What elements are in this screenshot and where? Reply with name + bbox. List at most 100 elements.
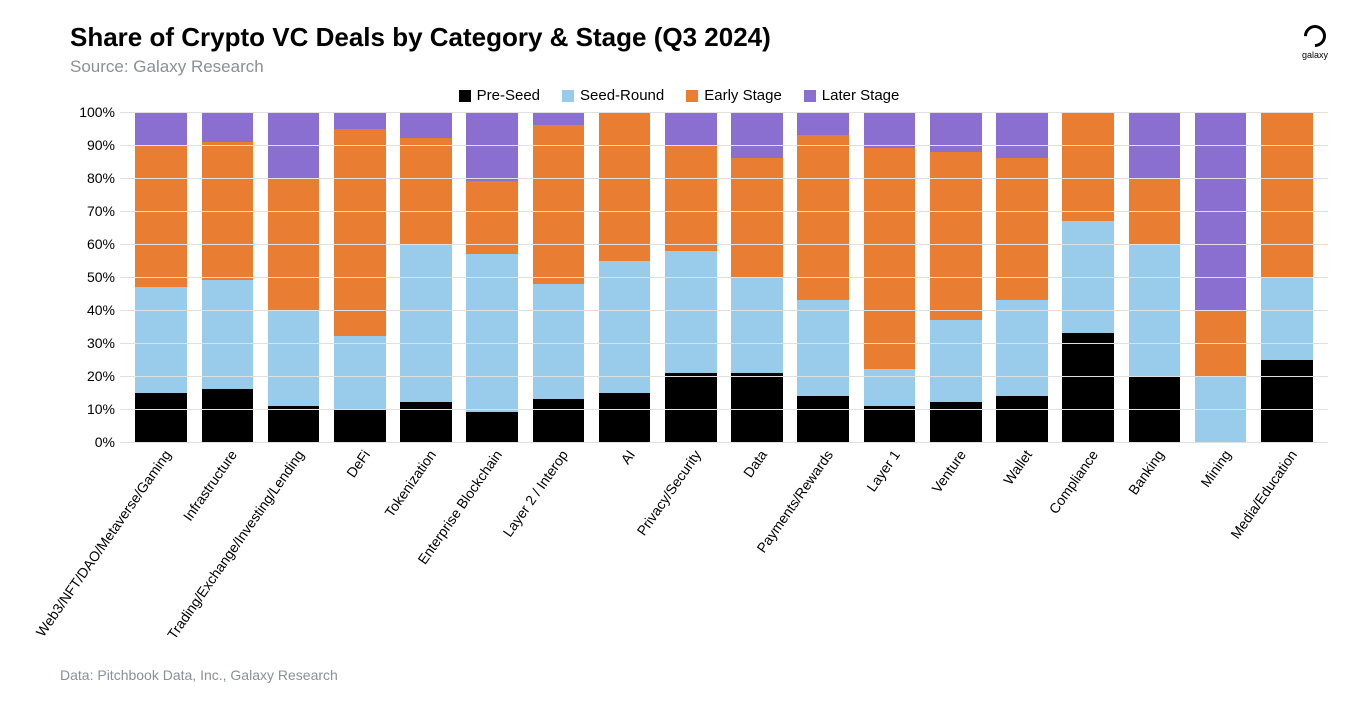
chart-subtitle: Source: Galaxy Research: [70, 57, 1358, 77]
gridline: [120, 178, 1328, 179]
bar-segment: [731, 112, 783, 158]
bar-segment: [268, 310, 320, 406]
bar-segment: [665, 373, 717, 442]
gridline: [120, 310, 1328, 311]
bar-segment: [599, 112, 651, 261]
bar-segment: [797, 396, 849, 442]
bar-segment: [864, 112, 916, 148]
galaxy-logo: galaxy: [1302, 25, 1328, 60]
bar-segment: [135, 112, 187, 145]
bar-segment: [996, 112, 1048, 158]
legend-swatch: [562, 90, 574, 102]
legend-item: Early Stage: [686, 87, 782, 104]
bar-segment: [665, 145, 717, 251]
bar-segment: [1261, 360, 1313, 443]
bar-segment: [1062, 112, 1114, 221]
legend-swatch: [686, 90, 698, 102]
bar-segment: [135, 145, 187, 287]
bar-segment: [400, 112, 452, 138]
x-tick-label: Trading/Exchange/Investing/Lending: [163, 447, 306, 642]
bar-segment: [996, 396, 1048, 442]
x-tick-label: Web3/NFT/DAO/Metaverse/Gaming: [33, 447, 174, 640]
bar-segment: [599, 393, 651, 443]
legend-label: Pre-Seed: [477, 87, 540, 104]
bar-segment: [1261, 112, 1313, 277]
gridline: [120, 409, 1328, 410]
bar-segment: [533, 284, 585, 400]
gridline: [120, 277, 1328, 278]
y-tick-label: 60%: [70, 236, 115, 252]
x-tick-label: Payments/Rewards: [754, 447, 837, 556]
bar-segment: [665, 112, 717, 145]
x-tick-label: Infrastructure: [180, 447, 240, 524]
bar-segment: [599, 261, 651, 393]
bar-segment: [533, 399, 585, 442]
y-tick-label: 90%: [70, 137, 115, 153]
x-tick-label: Banking: [1125, 447, 1167, 498]
x-tick-label: AI: [617, 447, 638, 467]
gridline: [120, 112, 1328, 113]
bar-segment: [864, 148, 916, 369]
bar-segment: [797, 300, 849, 396]
chart-area: 0%10%20%30%40%50%60%70%80%90%100% Web3/N…: [70, 112, 1328, 442]
y-tick-label: 0%: [70, 434, 115, 450]
bar-segment: [797, 135, 849, 300]
bar-segment: [731, 277, 783, 373]
x-tick-label: DeFi: [343, 447, 373, 480]
bar-segment: [930, 152, 982, 320]
bar-segment: [400, 244, 452, 402]
bar-segment: [400, 138, 452, 244]
y-tick-label: 100%: [70, 104, 115, 120]
x-tick-label: Layer 1: [863, 447, 903, 494]
bar-segment: [996, 158, 1048, 300]
galaxy-logo-text: galaxy: [1302, 50, 1328, 60]
legend-swatch: [459, 90, 471, 102]
bar-segment: [334, 112, 386, 129]
gridline: [120, 442, 1328, 443]
y-tick-label: 50%: [70, 269, 115, 285]
bar-segment: [466, 112, 518, 181]
bar-segment: [202, 389, 254, 442]
legend-item: Pre-Seed: [459, 87, 540, 104]
y-tick-label: 70%: [70, 203, 115, 219]
chart-title: Share of Crypto VC Deals by Category & S…: [70, 22, 1358, 53]
plot-area: [120, 112, 1328, 442]
y-tick-label: 40%: [70, 302, 115, 318]
bar-segment: [202, 112, 254, 142]
bar-segment: [533, 125, 585, 283]
bar-segment: [930, 320, 982, 403]
bar-segment: [731, 373, 783, 442]
chart-footer: Data: Pitchbook Data, Inc., Galaxy Resea…: [60, 667, 338, 683]
legend-label: Early Stage: [704, 87, 782, 104]
chart-legend: Pre-SeedSeed-RoundEarly StageLater Stage: [0, 87, 1358, 104]
bar-segment: [268, 406, 320, 442]
bar-segment: [665, 251, 717, 373]
legend-item: Seed-Round: [562, 87, 664, 104]
bar-segment: [135, 393, 187, 443]
galaxy-logo-icon: [1299, 20, 1330, 51]
bar-segment: [202, 280, 254, 389]
x-tick-label: Data: [740, 447, 770, 480]
bar-segment: [1062, 333, 1114, 442]
x-tick-label: Tokenization: [381, 447, 439, 520]
gridline: [120, 343, 1328, 344]
y-tick-label: 10%: [70, 401, 115, 417]
y-tick-label: 80%: [70, 170, 115, 186]
bar-segment: [797, 112, 849, 135]
x-tick-label: Media/Education: [1227, 447, 1300, 542]
y-tick-label: 30%: [70, 335, 115, 351]
gridline: [120, 145, 1328, 146]
bar-segment: [996, 300, 1048, 396]
x-tick-label: Compliance: [1046, 447, 1102, 517]
gridline: [120, 211, 1328, 212]
bar-segment: [533, 112, 585, 125]
legend-label: Seed-Round: [580, 87, 664, 104]
x-tick-label: Mining: [1197, 447, 1234, 490]
gridline: [120, 376, 1328, 377]
bar-segment: [864, 406, 916, 442]
x-tick-label: Privacy/Security: [633, 447, 704, 538]
x-tick-label: Venture: [928, 447, 969, 496]
bar-segment: [864, 369, 916, 405]
bar-segment: [334, 409, 386, 442]
chart-header: Share of Crypto VC Deals by Category & S…: [0, 0, 1358, 77]
